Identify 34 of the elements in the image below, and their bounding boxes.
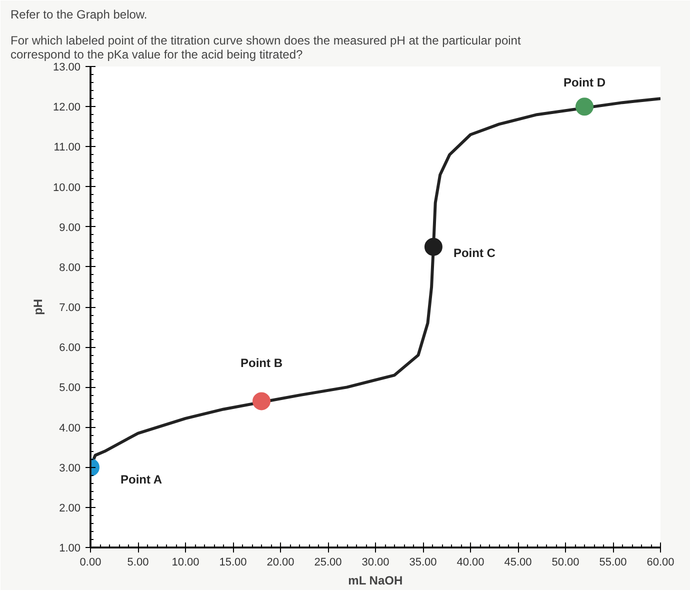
x-axis-title: mL NaOH: [348, 574, 403, 588]
annotation: Point C: [453, 246, 496, 260]
y-tick-label: 7.00: [59, 302, 81, 314]
y-tick-label: 5.00: [59, 382, 81, 394]
x-tick-label: 50.00: [552, 556, 580, 568]
x-tick-label: 0.00: [80, 556, 102, 568]
y-tick-label: 3.00: [59, 462, 81, 474]
y-tick-label: 8.00: [59, 262, 81, 274]
annotation: Point D: [564, 76, 606, 90]
y-tick-label: 9.00: [59, 222, 81, 234]
y-tick-label: 11.00: [54, 142, 81, 154]
x-tick-label: 5.00: [127, 556, 149, 568]
x-tick-label: 45.00: [504, 556, 532, 568]
y-tick-label: 2.00: [59, 502, 81, 514]
x-tick-label: 10.00: [172, 556, 200, 568]
y-axis-title: pH: [30, 299, 45, 315]
x-tick-label: 40.00: [456, 556, 484, 568]
y-tick-label: 4.00: [59, 422, 81, 434]
annotation: Point A: [120, 472, 162, 486]
y-tick-label: 10.00: [52, 182, 81, 194]
x-tick-label: 25.00: [314, 556, 342, 568]
chart-title: Refer to the Graph below.: [10, 8, 148, 22]
chart-subtitle: For which labeled point of the titration curve shown does the measured pH at the particular point correspond to the pKa value for the acid being titrated?: [10, 34, 522, 62]
y-tick-label: 1.00: [59, 542, 81, 554]
x-tick-label: 60.00: [646, 556, 674, 568]
x-tick-label: 35.00: [409, 556, 437, 568]
x-tick-label: 20.00: [266, 556, 294, 568]
x-tick-label: 15.00: [219, 556, 247, 568]
annotation: Point B: [240, 356, 283, 370]
y-tick-label: 12.00: [52, 102, 81, 114]
x-tick-label: 55.00: [599, 556, 627, 568]
x-tick-label: 30.00: [362, 556, 390, 568]
y-tick-label: 6.00: [59, 342, 81, 354]
y-tick-label: 13.00: [52, 62, 81, 74]
